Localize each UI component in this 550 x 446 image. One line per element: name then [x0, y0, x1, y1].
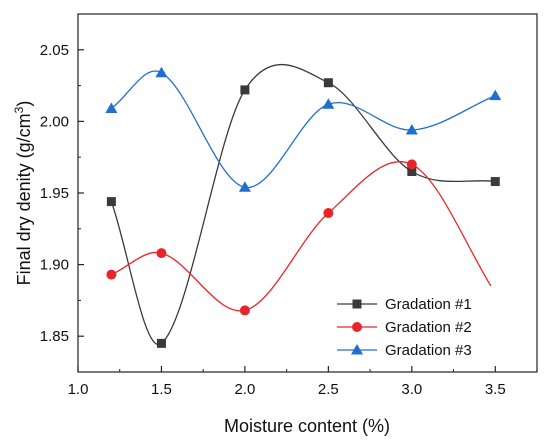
- legend: Gradation #1 Gradation #2 Gradation #3: [327, 286, 527, 366]
- legend-marker-1: [352, 299, 362, 309]
- y-axis: 1.85 1.90 1.95 2.00 2.05: [40, 42, 84, 373]
- data-point-series-3: [322, 98, 335, 109]
- series-line-3: [111, 70, 496, 188]
- data-point-series-2: [406, 159, 417, 170]
- x-tick-label: 1.5: [151, 381, 172, 398]
- data-point-series-3: [489, 89, 502, 101]
- legend-marker-2: [352, 322, 362, 332]
- y-axis-title: Final dry denity (g/cm3): [12, 101, 34, 286]
- data-point-series-1: [106, 197, 116, 207]
- legend-label-3: Gradation #3: [385, 342, 472, 359]
- data-point-series-1: [240, 85, 250, 95]
- y-tick-label: 1.95: [40, 185, 69, 202]
- legend-marker-3: [351, 344, 363, 355]
- data-point-series-1: [323, 78, 333, 88]
- data-point-series-3: [155, 66, 168, 78]
- y-tick-label: 1.85: [40, 328, 69, 345]
- data-point-series-2: [106, 269, 117, 280]
- legend-label-1: Gradation #1: [385, 296, 472, 313]
- x-axis: 1.0 1.5 2.0 2.5 3.0 3.5: [68, 366, 506, 398]
- data-point-series-2: [323, 208, 334, 219]
- y-tick-label: 2.00: [40, 113, 69, 130]
- x-tick-label: 3.0: [401, 381, 422, 398]
- series-markers: [105, 66, 502, 348]
- x-tick-label: 2.5: [318, 381, 339, 398]
- data-point-series-3: [105, 102, 118, 114]
- data-point-series-2: [239, 305, 250, 316]
- y-tick-label: 1.90: [40, 257, 69, 274]
- x-tick-label: 1.0: [68, 381, 89, 398]
- y-tick-label: 2.05: [40, 42, 69, 59]
- data-point-series-3: [238, 181, 251, 192]
- x-tick-label: 2.0: [234, 381, 255, 398]
- data-point-series-1: [490, 177, 500, 187]
- data-point-series-2: [156, 248, 167, 259]
- data-point-series-3: [405, 123, 418, 135]
- legend-label-2: Gradation #2: [385, 319, 472, 336]
- data-point-series-1: [407, 167, 417, 177]
- x-tick-label: 3.5: [485, 381, 506, 398]
- x-axis-title: Moisture content (%): [224, 416, 390, 436]
- data-point-series-1: [156, 338, 166, 348]
